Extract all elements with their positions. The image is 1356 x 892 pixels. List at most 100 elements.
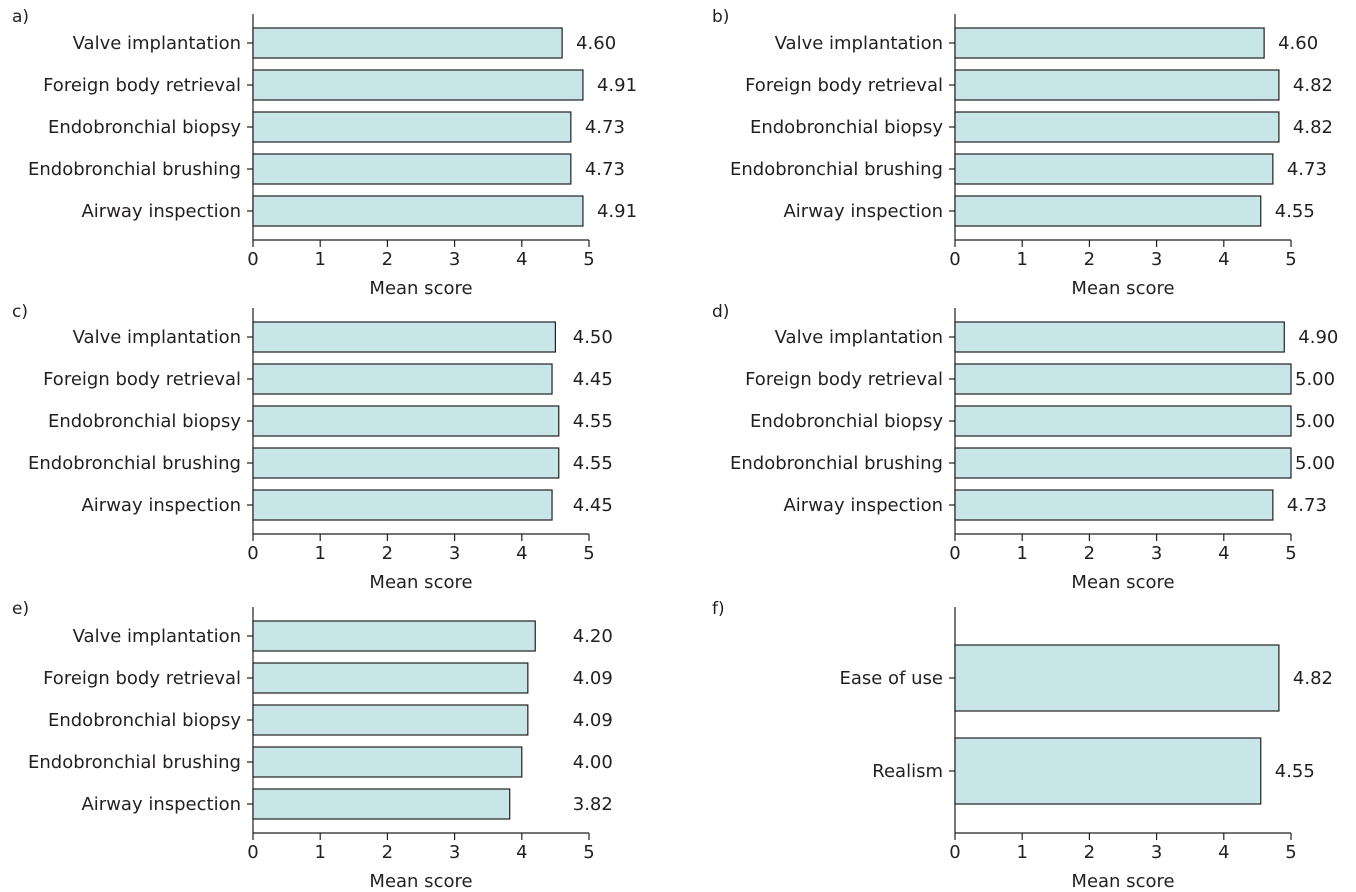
category-label: Ease of use bbox=[839, 668, 943, 689]
bar bbox=[252, 111, 572, 143]
bar bbox=[954, 27, 1265, 59]
data-label: 4.60 bbox=[1278, 33, 1318, 54]
bar bbox=[252, 746, 523, 778]
x-tick-label: 3 bbox=[1151, 543, 1162, 564]
x-tick-label: 0 bbox=[949, 842, 960, 863]
x-tick-label: 1 bbox=[314, 543, 325, 564]
category-label: Foreign body retrieval bbox=[43, 668, 241, 689]
x-tick-label: 3 bbox=[1151, 249, 1162, 270]
category-label: Endobronchial biopsy bbox=[750, 117, 943, 138]
x-tick-label: 3 bbox=[449, 543, 460, 564]
data-label: 4.82 bbox=[1293, 117, 1333, 138]
x-tick-label: 2 bbox=[382, 543, 393, 564]
x-tick-label: 4 bbox=[1218, 249, 1229, 270]
bar bbox=[252, 195, 584, 227]
data-label: 4.55 bbox=[1275, 201, 1315, 222]
data-label: 4.50 bbox=[573, 327, 613, 348]
category-label: Foreign body retrieval bbox=[745, 369, 943, 390]
x-tick-label: 2 bbox=[382, 842, 393, 863]
category-label: Foreign body retrieval bbox=[43, 75, 241, 96]
category-label: Foreign body retrieval bbox=[43, 369, 241, 390]
bar bbox=[954, 447, 1292, 479]
panel-label: a) bbox=[12, 7, 29, 27]
bar bbox=[954, 737, 1262, 805]
bar bbox=[252, 69, 584, 101]
category-label: Valve implantation bbox=[73, 33, 241, 54]
data-label: 3.82 bbox=[573, 794, 613, 815]
data-label: 4.82 bbox=[1293, 75, 1333, 96]
data-label: 4.20 bbox=[573, 626, 613, 647]
bar bbox=[252, 447, 560, 479]
x-axis-title: Mean score bbox=[1071, 278, 1174, 299]
x-axis-title: Mean score bbox=[1071, 871, 1174, 892]
x-axis-title: Mean score bbox=[369, 278, 472, 299]
bar bbox=[252, 788, 511, 820]
bar bbox=[252, 27, 563, 59]
x-tick-label: 3 bbox=[1151, 842, 1162, 863]
category-label: Endobronchial brushing bbox=[28, 159, 241, 180]
category-label: Endobronchial biopsy bbox=[48, 117, 241, 138]
bar bbox=[252, 620, 536, 652]
category-label: Valve implantation bbox=[73, 626, 241, 647]
bar bbox=[252, 662, 529, 694]
category-label: Endobronchial brushing bbox=[28, 752, 241, 773]
x-tick-label: 4 bbox=[1218, 842, 1229, 863]
panel-label: b) bbox=[712, 7, 729, 27]
category-label: Endobronchial brushing bbox=[28, 453, 241, 474]
x-tick-label: 1 bbox=[1016, 543, 1027, 564]
x-axis-title: Mean score bbox=[1071, 572, 1174, 593]
bar bbox=[252, 489, 553, 521]
data-label: 4.73 bbox=[1287, 159, 1327, 180]
chart-panel-f: f) Ease of use 4.82 Realism 4.55 0 1 2 3 4 5 Mean s… bbox=[712, 599, 1333, 892]
bar bbox=[252, 363, 553, 395]
bar bbox=[252, 704, 529, 736]
x-tick-label: 5 bbox=[583, 249, 594, 270]
data-label: 4.45 bbox=[573, 495, 613, 516]
x-tick-label: 4 bbox=[516, 543, 527, 564]
category-label: Airway inspection bbox=[81, 201, 241, 222]
category-label: Endobronchial biopsy bbox=[48, 411, 241, 432]
bar bbox=[252, 321, 556, 353]
category-label: Airway inspection bbox=[81, 495, 241, 516]
chart-panel-d: d) Valve implantation 4.90 Foreign body ret… bbox=[712, 302, 1338, 593]
data-label: 4.45 bbox=[573, 369, 613, 390]
x-tick-label: 5 bbox=[1285, 842, 1296, 863]
data-label: 4.09 bbox=[573, 668, 613, 689]
category-label: Endobronchial brushing bbox=[730, 453, 943, 474]
bar bbox=[954, 644, 1280, 712]
bar bbox=[954, 363, 1292, 395]
data-label: 4.90 bbox=[1298, 327, 1338, 348]
data-label: 4.60 bbox=[576, 33, 616, 54]
bar bbox=[954, 111, 1280, 143]
bar bbox=[954, 321, 1285, 353]
data-label: 4.55 bbox=[573, 411, 613, 432]
x-tick-label: 0 bbox=[247, 842, 258, 863]
x-tick-label: 1 bbox=[1016, 842, 1027, 863]
chart-panel-e: e) Valve implantation 4.20 Foreign body ret… bbox=[12, 599, 613, 892]
data-label: 5.00 bbox=[1295, 369, 1335, 390]
x-tick-label: 0 bbox=[247, 543, 258, 564]
x-tick-label: 4 bbox=[516, 249, 527, 270]
x-tick-label: 0 bbox=[949, 249, 960, 270]
category-label: Airway inspection bbox=[783, 495, 943, 516]
chart-panel-a: a) Valve implantation 4.60 Foreign body ret… bbox=[12, 7, 637, 299]
category-label: Airway inspection bbox=[783, 201, 943, 222]
data-label: 4.82 bbox=[1293, 668, 1333, 689]
data-label: 4.73 bbox=[585, 117, 625, 138]
bar bbox=[252, 153, 572, 185]
x-tick-label: 1 bbox=[1016, 249, 1027, 270]
x-tick-label: 5 bbox=[1285, 249, 1296, 270]
x-tick-label: 2 bbox=[1084, 543, 1095, 564]
category-label: Valve implantation bbox=[73, 327, 241, 348]
x-tick-label: 3 bbox=[449, 249, 460, 270]
data-label: 4.55 bbox=[1275, 761, 1315, 782]
x-tick-label: 1 bbox=[314, 842, 325, 863]
category-label: Airway inspection bbox=[81, 794, 241, 815]
bar bbox=[954, 153, 1274, 185]
data-label: 4.09 bbox=[573, 710, 613, 731]
panel-label: c) bbox=[12, 302, 28, 322]
chart-panel-b: b) Valve implantation 4.60 Foreign body ret… bbox=[712, 7, 1333, 299]
x-axis-title: Mean score bbox=[369, 871, 472, 892]
data-label: 4.73 bbox=[585, 159, 625, 180]
